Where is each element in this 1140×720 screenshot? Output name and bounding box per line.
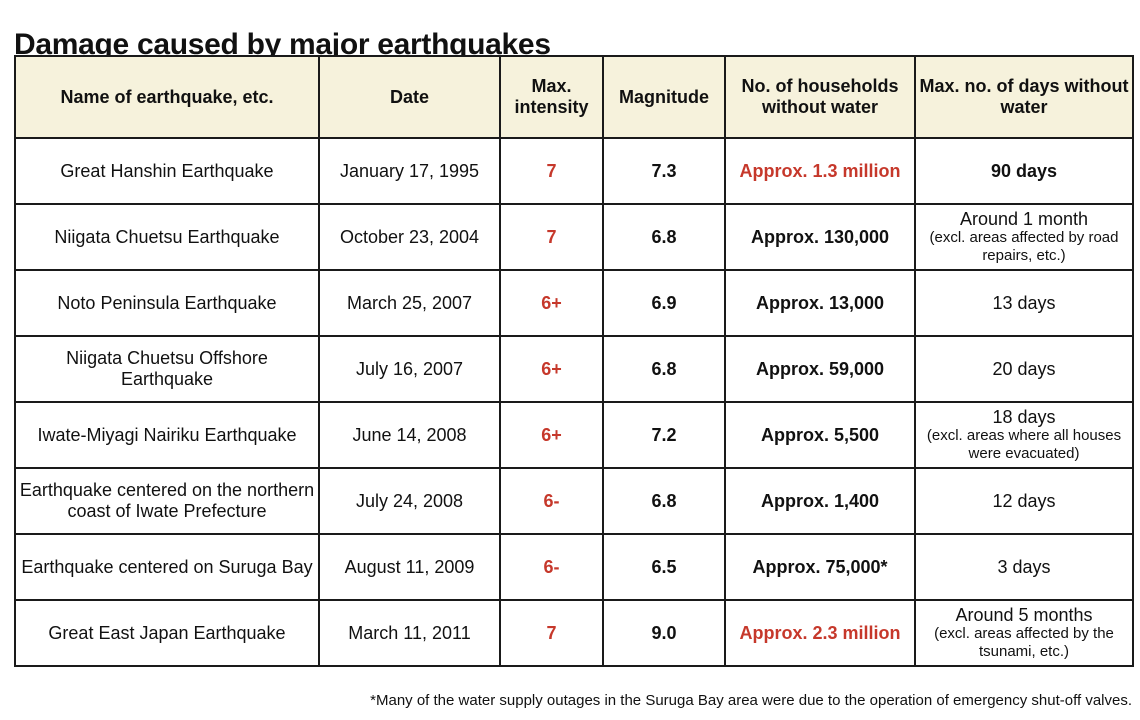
header-households-without-water: No. of households without water [724, 55, 916, 139]
table-header-row: Name of earthquake, etc. Date Max. inten… [14, 55, 1134, 139]
households-without-water-cell: Approx. 1,400 [724, 467, 916, 535]
households-without-water-cell: Approx. 13,000 [724, 269, 916, 337]
header-max-days-without-water: Max. no. of days without water [914, 55, 1134, 139]
days-note: (excl. areas affected by the tsunami, et… [934, 625, 1114, 661]
earthquake-name-cell: Great Hanshin Earthquake [14, 137, 320, 205]
magnitude-cell: 6.9 [602, 269, 726, 337]
table-row: Iwate-Miyagi Nairiku Earthquake June 14, … [14, 401, 1134, 469]
date-cell: January 17, 1995 [318, 137, 501, 205]
max-days-without-water-cell: 20 days [914, 335, 1134, 403]
magnitude-cell: 9.0 [602, 599, 726, 667]
households-without-water-cell: Approx. 2.3 million [724, 599, 916, 667]
earthquake-name-cell: Great East Japan Earthquake [14, 599, 320, 667]
table-row: Noto Peninsula Earthquake March 25, 2007 6… [14, 269, 1134, 337]
table-row: Niigata Chuetsu Offshore Earthquake July … [14, 335, 1134, 403]
max-intensity-cell: 6+ [499, 269, 604, 337]
header-name: Name of earthquake, etc. [14, 55, 320, 139]
max-days-without-water-cell: Around 5 months (excl. areas affected by … [914, 599, 1134, 667]
date-cell: October 23, 2004 [318, 203, 501, 271]
households-without-water-cell: Approx. 130,000 [724, 203, 916, 271]
earthquake-name-cell: Earthquake centered on the northern coas… [14, 467, 320, 535]
households-without-water-cell: Approx. 59,000 [724, 335, 916, 403]
magnitude-cell: 7.2 [602, 401, 726, 469]
header-magnitude: Magnitude [602, 55, 726, 139]
header-max-intensity: Max. intensity [499, 55, 604, 139]
max-intensity-cell: 7 [499, 203, 604, 271]
max-days-without-water-cell: 90 days [914, 137, 1134, 205]
max-days-without-water-cell: 3 days [914, 533, 1134, 601]
days-value: 20 days [992, 358, 1056, 379]
magnitude-cell: 6.5 [602, 533, 726, 601]
max-intensity-cell: 7 [499, 137, 604, 205]
days-value: 12 days [992, 490, 1056, 511]
households-without-water-cell: Approx. 5,500 [724, 401, 916, 469]
max-intensity-cell: 6- [499, 533, 604, 601]
magnitude-cell: 6.8 [602, 203, 726, 271]
max-days-without-water-cell: 18 days (excl. areas where all houses wer… [914, 401, 1134, 469]
table-row: Earthquake centered on Suruga Bay August … [14, 533, 1134, 601]
max-intensity-cell: 6+ [499, 401, 604, 469]
max-intensity-cell: 7 [499, 599, 604, 667]
days-value: 90 days [990, 160, 1058, 181]
days-value: 18 days [992, 406, 1056, 427]
max-days-without-water-cell: 12 days [914, 467, 1134, 535]
earthquake-name-cell: Noto Peninsula Earthquake [14, 269, 320, 337]
date-cell: July 24, 2008 [318, 467, 501, 535]
date-cell: June 14, 2008 [318, 401, 501, 469]
earthquake-name-cell: Niigata Chuetsu Offshore Earthquake [14, 335, 320, 403]
days-value: 13 days [992, 292, 1056, 313]
days-note: (excl. areas where all houses were evacu… [926, 427, 1122, 463]
days-value: Around 1 month [959, 208, 1089, 229]
magnitude-cell: 6.8 [602, 467, 726, 535]
days-value: Around 5 months [955, 604, 1093, 625]
households-without-water-cell: Approx. 75,000* [724, 533, 916, 601]
households-without-water-cell: Approx. 1.3 million [724, 137, 916, 205]
max-days-without-water-cell: Around 1 month (excl. areas affected by r… [914, 203, 1134, 271]
magnitude-cell: 7.3 [602, 137, 726, 205]
earthquake-name-cell: Iwate-Miyagi Nairiku Earthquake [14, 401, 320, 469]
days-value: 3 days [997, 556, 1051, 577]
date-cell: August 11, 2009 [318, 533, 501, 601]
table-row: Niigata Chuetsu Earthquake October 23, 20… [14, 203, 1134, 271]
earthquake-name-cell: Niigata Chuetsu Earthquake [14, 203, 320, 271]
max-days-without-water-cell: 13 days [914, 269, 1134, 337]
footnote: *Many of the water supply outages in the… [370, 692, 1132, 709]
magnitude-cell: 6.8 [602, 335, 726, 403]
header-date: Date [318, 55, 501, 139]
max-intensity-cell: 6+ [499, 335, 604, 403]
date-cell: July 16, 2007 [318, 335, 501, 403]
days-note: (excl. areas affected by road repairs, e… [929, 229, 1119, 265]
earthquake-damage-table: Name of earthquake, etc. Date Max. inten… [14, 55, 1134, 667]
table-row: Great Hanshin Earthquake January 17, 1995… [14, 137, 1134, 205]
earthquake-name-cell: Earthquake centered on Suruga Bay [14, 533, 320, 601]
max-intensity-cell: 6- [499, 467, 604, 535]
table-row: Great East Japan Earthquake March 11, 201… [14, 599, 1134, 667]
date-cell: March 25, 2007 [318, 269, 501, 337]
date-cell: March 11, 2011 [318, 599, 501, 667]
table-row: Earthquake centered on the northern coas… [14, 467, 1134, 535]
